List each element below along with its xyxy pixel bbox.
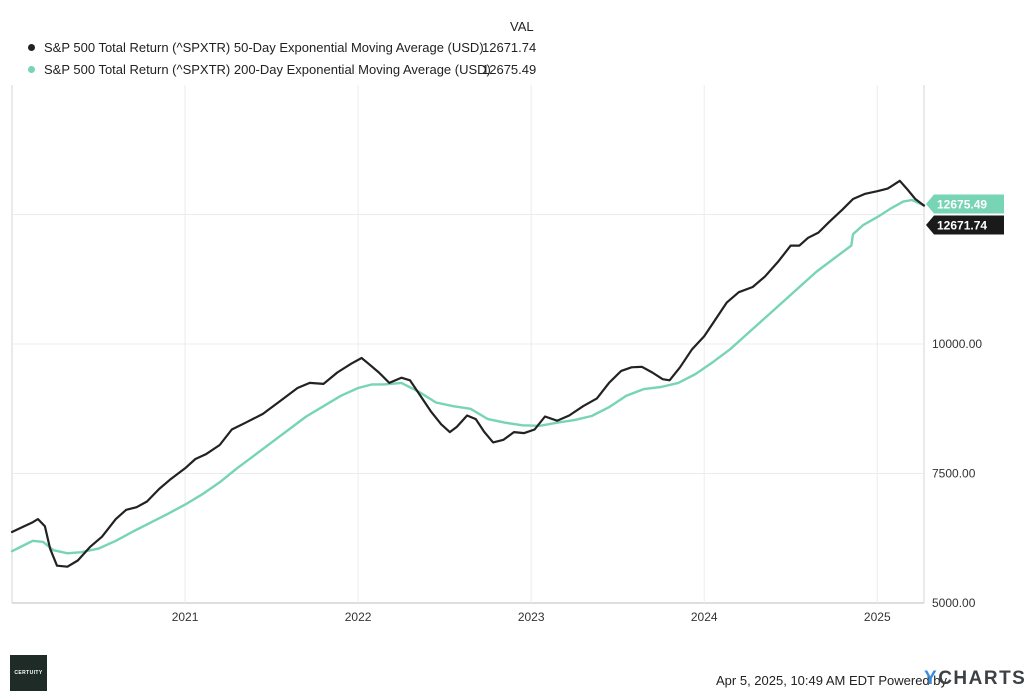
x-tick-label: 2021 bbox=[172, 610, 199, 624]
legend-entry-label: S&P 500 Total Return (^SPXTR) 200-Day Ex… bbox=[44, 62, 491, 77]
series-marker-icon bbox=[28, 44, 35, 52]
chart-footer: CERTUITY Apr 5, 2025, 10:49 AM EDT Power… bbox=[0, 650, 1024, 700]
line-chart[interactable]: 5000.00 7500.00 10000.00 2021 2022 2023 2024 20… bbox=[0, 0, 1024, 650]
x-tick-label: 2025 bbox=[864, 610, 891, 624]
footer-timestamp: Apr 5, 2025, 10:49 AM EDT Powered by bbox=[716, 673, 948, 688]
legend-entry-label: S&P 500 Total Return (^SPXTR) 50-Day Exp… bbox=[44, 40, 484, 55]
legend-value-header: VAL bbox=[510, 19, 534, 34]
end-label-text: 12671.74 bbox=[937, 219, 987, 233]
y-tick-label: 7500.00 bbox=[932, 467, 976, 481]
end-label-flag bbox=[926, 194, 1004, 214]
chart-series bbox=[10, 179, 926, 568]
y-tick-label: 10000.00 bbox=[932, 337, 982, 351]
end-label-200day: 12675.49 bbox=[926, 194, 1004, 214]
x-tick-label: 2022 bbox=[345, 610, 372, 624]
y-tick-label: 5000.00 bbox=[932, 596, 976, 610]
end-label-flag bbox=[926, 215, 1004, 235]
chart-end-labels: 12675.49 12671.74 bbox=[926, 194, 1004, 235]
certuity-logo: CERTUITY bbox=[10, 655, 47, 691]
chart-legend: VAL S&P 500 Total Return (^SPXTR) 50-Day… bbox=[0, 0, 1024, 80]
series-marker-icon bbox=[28, 66, 35, 74]
legend-entry-50day[interactable]: S&P 500 Total Return (^SPXTR) 50-Day Exp… bbox=[28, 40, 536, 55]
legend-entry-value: 12675.49 bbox=[482, 62, 537, 77]
chart-grid bbox=[11, 85, 925, 604]
legend-entry-200day[interactable]: S&P 500 Total Return (^SPXTR) 200-Day Ex… bbox=[28, 62, 536, 77]
series-line-200day-ema bbox=[10, 198, 926, 555]
x-tick-label: 2024 bbox=[691, 610, 718, 624]
end-label-50day: 12671.74 bbox=[926, 215, 1004, 235]
end-label-text: 12675.49 bbox=[937, 198, 987, 212]
chart-axes: 5000.00 7500.00 10000.00 2021 2022 2023 2024 20… bbox=[172, 337, 983, 624]
series-line-50day-ema bbox=[10, 179, 926, 568]
legend-entry-value: 12671.74 bbox=[482, 40, 537, 55]
ycharts-logo[interactable]: YCHARTS bbox=[924, 668, 1024, 689]
x-tick-label: 2023 bbox=[518, 610, 545, 624]
